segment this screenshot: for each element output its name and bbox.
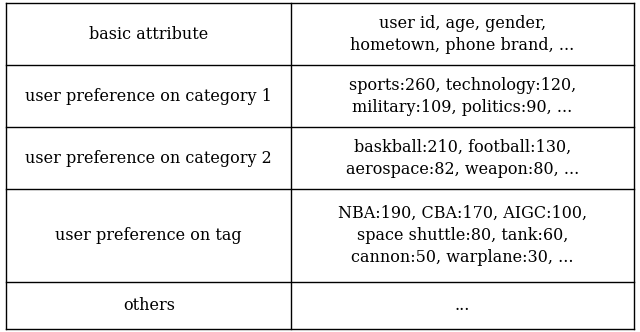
Text: user preference on category 2: user preference on category 2: [26, 150, 272, 167]
Text: ...: ...: [454, 297, 470, 314]
Text: user id, age, gender,
hometown, phone brand, ...: user id, age, gender, hometown, phone br…: [350, 15, 575, 54]
Text: user preference on category 1: user preference on category 1: [26, 88, 272, 105]
Text: baskball:210, football:130,
aerospace:82, weapon:80, ...: baskball:210, football:130, aerospace:82…: [346, 139, 579, 178]
Text: NBA:190, CBA:170, AIGC:100,
space shuttle:80, tank:60,
cannon:50, warplane:30, .: NBA:190, CBA:170, AIGC:100, space shuttl…: [338, 205, 587, 266]
Text: others: others: [123, 297, 175, 314]
Text: basic attribute: basic attribute: [89, 26, 209, 43]
Text: user preference on tag: user preference on tag: [56, 227, 242, 244]
Text: sports:260, technology:120,
military:109, politics:90, ...: sports:260, technology:120, military:109…: [349, 77, 576, 116]
